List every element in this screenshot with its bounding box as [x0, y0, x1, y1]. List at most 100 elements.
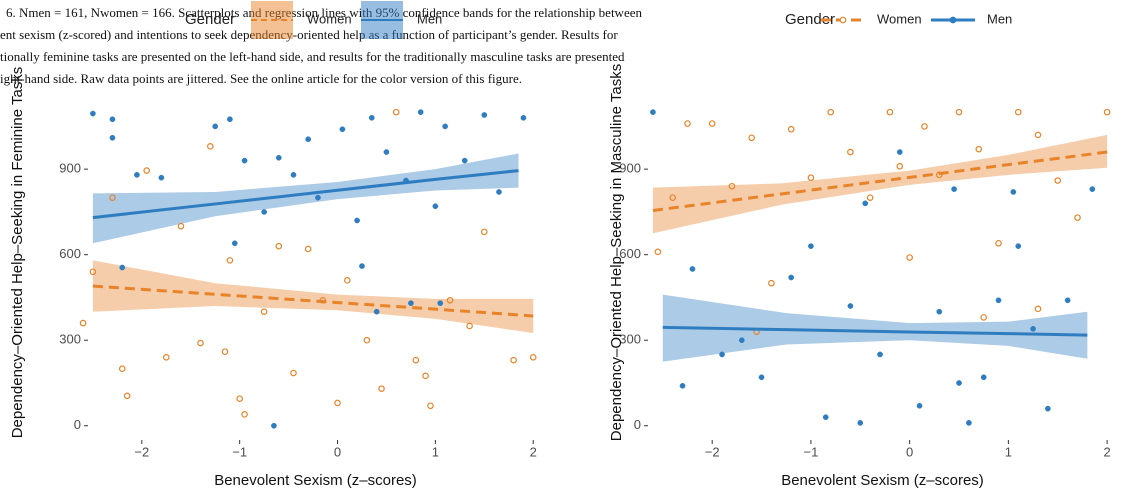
data-point: [980, 314, 988, 321]
data-point: [290, 172, 297, 178]
data-point: [728, 182, 736, 190]
data-point: [980, 374, 987, 381]
y-tick-label: 600: [59, 246, 81, 261]
data-point: [89, 268, 97, 276]
data-point: [368, 114, 375, 121]
caption-line: ight-hand side. Raw data points are jitt…: [0, 71, 522, 86]
data-point: [412, 356, 420, 364]
confidence-band: [662, 294, 1088, 362]
legend-label: Men: [417, 11, 442, 26]
data-point: [207, 143, 214, 150]
data-point: [916, 402, 923, 409]
data-point: [951, 186, 957, 192]
data-point: [315, 194, 321, 201]
data-point: [143, 167, 151, 174]
data-point: [446, 296, 454, 304]
caption-line: tionally feminine tasks are presented on…: [0, 49, 625, 64]
data-point: [481, 112, 488, 118]
data-point: [158, 174, 165, 181]
data-point: [227, 116, 233, 123]
data-point: [422, 372, 429, 380]
y-tick-label: 300: [59, 332, 81, 347]
data-point: [378, 385, 385, 392]
data-point: [212, 123, 219, 130]
data-point: [427, 402, 434, 410]
data-point: [408, 300, 414, 306]
data-point: [271, 422, 277, 429]
data-point: [79, 319, 87, 327]
legend-swatch-point: [949, 16, 957, 24]
y-tick-label: 0: [74, 417, 81, 432]
y-tick-label: 300: [619, 332, 641, 347]
data-point: [748, 134, 755, 142]
x-tick-label: 1: [1005, 444, 1012, 459]
legend-label: Men: [987, 11, 1012, 26]
y-tick-label: 0: [634, 417, 641, 432]
legend-label: Women: [307, 11, 352, 26]
data-point: [1054, 177, 1062, 184]
x-tick-label: 1: [432, 444, 439, 459]
data-point: [510, 356, 517, 364]
x-tick-label: 2: [1104, 444, 1111, 459]
x-tick-label: −2: [705, 444, 720, 459]
data-point: [392, 108, 400, 116]
data-point: [432, 203, 439, 210]
data-point: [857, 420, 864, 426]
data-point: [708, 120, 716, 127]
data-point: [461, 157, 468, 164]
data-point: [118, 365, 126, 373]
data-point: [886, 108, 894, 116]
data-point: [162, 354, 170, 361]
data-point: [906, 254, 913, 261]
data-point: [529, 354, 537, 361]
data-point: [226, 257, 234, 264]
data-point: [260, 308, 268, 316]
x-tick-label: −2: [134, 444, 149, 459]
data-point: [109, 194, 116, 201]
data-point: [654, 248, 662, 256]
data-point: [758, 374, 765, 381]
data-point: [197, 339, 204, 347]
data-point: [847, 303, 854, 309]
data-point: [261, 209, 267, 215]
data-point: [363, 336, 371, 344]
data-point: [966, 420, 972, 426]
data-point: [354, 217, 360, 224]
data-point: [1034, 305, 1042, 313]
data-point: [995, 239, 1002, 247]
data-point: [896, 162, 904, 170]
x-tick-label: −1: [232, 444, 247, 459]
x-axis-label: Benevolent Sexism (z–scores): [781, 472, 984, 489]
y-tick-label: 900: [619, 161, 641, 176]
data-point: [231, 240, 238, 247]
data-point: [417, 109, 424, 115]
x-tick-label: 2: [530, 444, 537, 459]
data-point: [995, 297, 1002, 304]
data-point: [936, 308, 943, 315]
data-point: [1034, 131, 1042, 139]
regression-line: [92, 284, 534, 318]
y-tick-label: 600: [619, 246, 641, 261]
data-point: [738, 337, 745, 344]
confidence-band: [92, 153, 519, 244]
x-tick-label: −1: [804, 444, 819, 459]
data-point: [275, 242, 283, 250]
y-tick-label: 900: [59, 161, 81, 176]
data-point: [822, 414, 829, 421]
data-point: [1074, 214, 1081, 221]
confidence-band: [652, 134, 1108, 234]
data-point: [921, 123, 928, 130]
regression-line: [652, 150, 1108, 212]
data-point: [290, 369, 297, 377]
data-point: [1010, 189, 1017, 195]
data-point: [466, 322, 473, 330]
data-point: [847, 148, 854, 156]
data-point: [1064, 297, 1071, 304]
data-point: [344, 277, 351, 284]
data-point: [221, 348, 229, 355]
data-point: [496, 189, 502, 195]
y-axis-label: Dependency–Oriented Help–Seeking in Masc…: [608, 64, 625, 441]
data-point: [669, 194, 676, 201]
data-point: [827, 108, 834, 116]
